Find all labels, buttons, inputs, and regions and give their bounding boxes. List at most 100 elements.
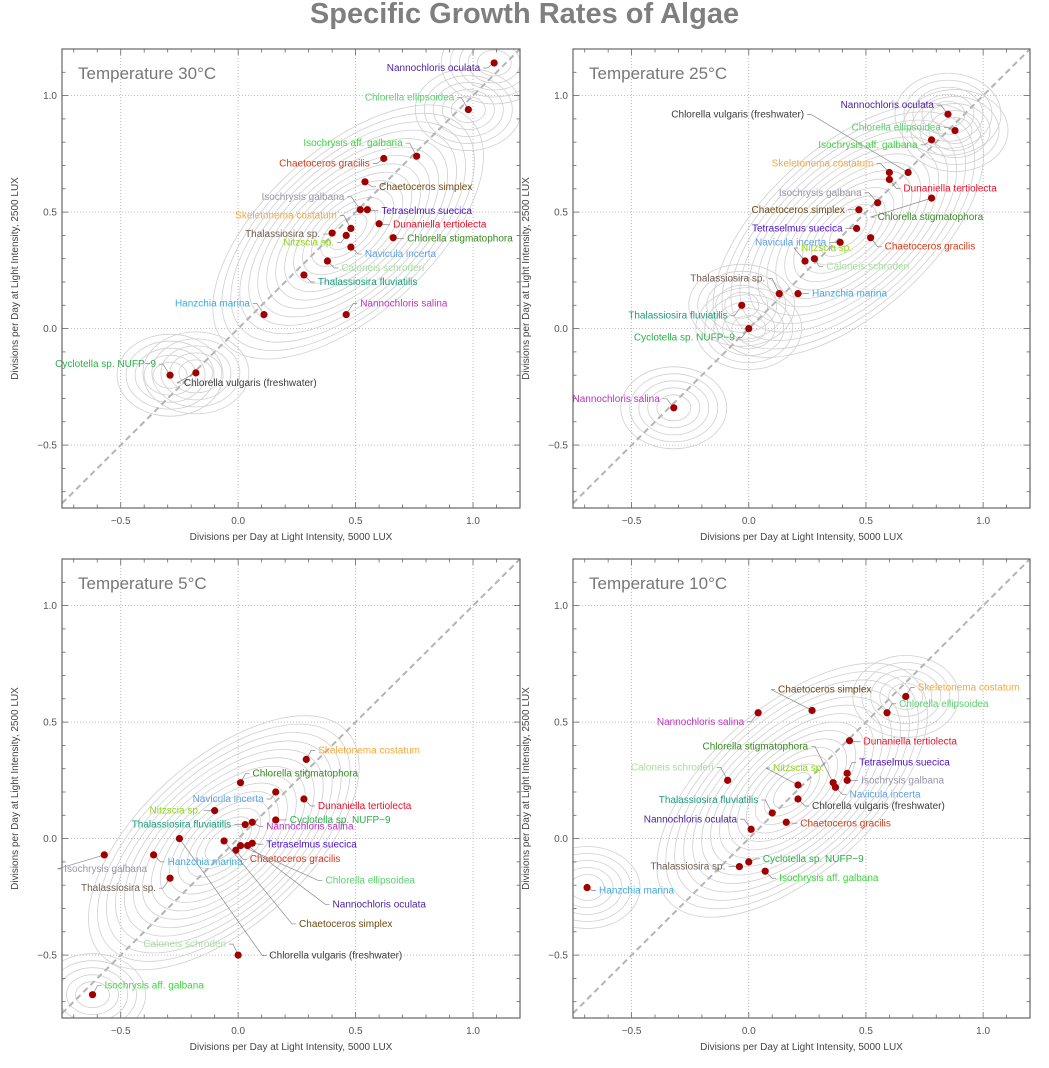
contour-line (802, 187, 895, 274)
data-point-nannochloris-oculata[interactable] (243, 841, 252, 850)
data-point-cyclotella-sp-nufp-9[interactable] (745, 324, 753, 333)
contour-line (115, 740, 333, 945)
y-tick-label: −0.5 (548, 441, 568, 452)
data-point-nitzscia-sp[interactable] (342, 231, 350, 239)
contour-line (423, 75, 513, 144)
data-point-tetraselmus-suecica[interactable] (363, 206, 371, 214)
data-point-nitzscia-sp[interactable] (211, 807, 219, 815)
data-point-hanzchia-marina[interactable] (794, 290, 802, 298)
point-label-dunaniella-tertiolecta: Dunaniella tertiolecta (864, 737, 958, 748)
data-point-chlorella-vulgaris-freshwater[interactable] (794, 795, 802, 803)
data-point-chlorella-vulgaris-freshwater[interactable] (904, 168, 912, 177)
data-point-isochrysis-aff-galbana[interactable] (413, 152, 421, 160)
contour-line (476, 49, 512, 77)
data-point-skeletonema-costatum[interactable] (347, 224, 355, 233)
data-point-chaetoceros-gracilis[interactable] (232, 846, 240, 854)
data-point-thalassiosira-fluviatilis[interactable] (300, 271, 308, 279)
x-tick-label: 0.0 (742, 1026, 756, 1037)
data-point-chaetoceros-simplex[interactable] (361, 178, 369, 186)
label-leader (870, 197, 932, 218)
data-point-tetraselmus-suecica[interactable] (843, 769, 851, 777)
data-point-isochrysis-aff-galbana[interactable] (761, 867, 769, 875)
contour-line (467, 49, 520, 84)
data-point-nannochloris-salina[interactable] (754, 709, 762, 717)
data-point-cyclotella-sp-nufp-9[interactable] (166, 371, 174, 379)
data-point-chaetoceros-simplex[interactable] (855, 206, 863, 214)
data-point-nannochloris-salina[interactable] (670, 404, 678, 412)
data-point-hanzchia-marina[interactable] (260, 311, 268, 319)
data-point-nannochloris-salina[interactable] (342, 311, 350, 319)
x-tick-label: 0.0 (231, 1026, 245, 1037)
data-point-thalassiosira-sp[interactable] (166, 874, 174, 882)
data-point-isochrysis-galbana[interactable] (100, 851, 108, 859)
data-point-chlorella-stigmatophora[interactable] (236, 779, 245, 787)
data-point-chaetoceros-gracilis[interactable] (782, 818, 790, 826)
data-point-caloneis-schroderi[interactable] (724, 776, 732, 784)
contour-line (62, 960, 137, 1018)
data-point-cyclotella-sp-nufp-9[interactable] (745, 858, 753, 866)
data-point-isochrysis-galbana[interactable] (356, 206, 364, 214)
data-point-skeletonema-costatum[interactable] (302, 755, 310, 763)
data-point-isochrysis-galbana[interactable] (843, 776, 851, 784)
data-point-tetraselmus-suecica[interactable] (852, 224, 861, 233)
contour-line (414, 68, 520, 151)
data-point-chlorella-stigmatophora[interactable] (389, 234, 397, 242)
data-point-chaetoceros-gracilis[interactable] (867, 234, 875, 242)
data-point-isochrysis-aff-galbana[interactable] (927, 136, 936, 144)
contour-line (458, 49, 520, 91)
data-point-skeletonema-costatum[interactable] (902, 692, 910, 701)
data-point-hanzchia-marina[interactable] (150, 851, 158, 859)
data-point-chaetoceros-simplex[interactable] (808, 706, 816, 715)
point-label-nitzscia-sp: Nitzscia sp. (801, 243, 852, 254)
data-point-thalassiosira-sp[interactable] (735, 862, 743, 871)
data-point-nitzscia-sp[interactable] (794, 781, 802, 789)
data-point-chlorella-ellipsoidea[interactable] (464, 105, 472, 114)
data-point-chlorella-vulgaris-freshwater[interactable] (192, 369, 200, 377)
label-leader (57, 854, 105, 870)
contour-line (784, 170, 913, 291)
data-point-cyclotella-sp-nufp-9[interactable] (272, 816, 280, 824)
data-point-thalassiosira-fluviatilis[interactable] (768, 809, 776, 817)
point-label-isochrysis-galbana: Isochrysis galbana (861, 775, 944, 786)
data-point-caloneis-schroderi[interactable] (810, 255, 818, 263)
data-point-caloneis-schroderi[interactable] (234, 951, 242, 959)
y-tick-label: 1.0 (43, 601, 57, 612)
data-point-nannochloris-oculata[interactable] (747, 825, 755, 833)
data-point-caloneis-schroderi[interactable] (323, 257, 332, 265)
data-point-navicula-incerta[interactable] (347, 243, 355, 251)
data-point-thalassiosira-fluviatilis[interactable] (241, 821, 249, 829)
data-point-navicula-incerta[interactable] (831, 783, 840, 791)
data-point-chlorella-vulgaris-freshwater[interactable] (175, 834, 184, 843)
data-point-skeletonema-costatum[interactable] (885, 168, 893, 177)
data-point-hanzchia-marina[interactable] (583, 883, 591, 892)
panel-temperature-10-c: −0.5 0.0 0.5 1.0 −0.5 0.0 0.5 1.0 Divisions per … (521, 558, 1031, 1053)
data-point-dunaniella-tertiolecta[interactable] (300, 795, 308, 803)
data-point-navicula-incerta[interactable] (272, 788, 280, 796)
data-point-chlorella-ellipsoidea[interactable] (236, 841, 245, 850)
x-tick-label: 1.0 (466, 516, 480, 527)
data-point-navicula-incerta[interactable] (836, 238, 844, 246)
data-point-thalassiosira-sp[interactable] (328, 229, 336, 237)
data-point-chlorella-ellipsoidea[interactable] (951, 126, 959, 135)
data-point-chaetoceros-simplex[interactable] (220, 837, 228, 845)
data-point-thalassiosira-fluviatilis[interactable] (738, 301, 746, 309)
point-label-caloneis-schroderi: Caloneis schroderi (341, 263, 424, 274)
data-point-nannochloris-oculata[interactable] (944, 110, 952, 118)
data-point-chlorella-ellipsoidea[interactable] (883, 709, 891, 717)
data-point-dunaniella-tertiolecta[interactable] (845, 737, 854, 745)
point-label-nannochloris-oculata: Nannochloris oculata (387, 63, 481, 74)
data-point-dunaniella-tertiolecta[interactable] (375, 220, 383, 228)
data-point-nitzscia-sp[interactable] (801, 257, 809, 265)
contour-line (731, 315, 767, 342)
contour-line (894, 72, 1002, 156)
data-point-isochrysis-galbana[interactable] (874, 199, 882, 207)
point-label-nitzscia-sp: Nitzscia sp. (283, 237, 334, 248)
data-point-nannochloris-salina[interactable] (248, 818, 256, 826)
label-leader (747, 712, 759, 723)
data-point-chaetoceros-gracilis[interactable] (380, 154, 388, 163)
data-point-chlorella-stigmatophora[interactable] (927, 194, 936, 202)
data-point-thalassiosira-sp[interactable] (775, 290, 783, 298)
data-point-dunaniella-tertiolecta[interactable] (885, 175, 893, 184)
data-point-isochrysis-aff-galbana[interactable] (88, 991, 97, 999)
data-point-nannochloris-oculata[interactable] (490, 59, 498, 67)
